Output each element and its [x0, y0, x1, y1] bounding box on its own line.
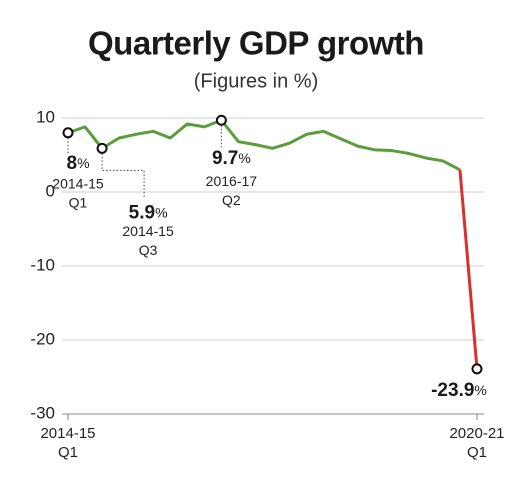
value-label: -23.9%	[431, 380, 487, 401]
value-label: 9.7%	[212, 148, 251, 169]
period-label: 2014-15	[52, 176, 104, 192]
y-tick-label: 0	[46, 181, 55, 200]
y-tick-label: -10	[30, 255, 55, 274]
drop-line	[458, 169, 479, 369]
leader	[101, 153, 145, 199]
y-tick-label: -20	[30, 329, 55, 348]
period-label: Q2	[222, 192, 241, 208]
point	[96, 142, 108, 154]
line	[67, 118, 461, 172]
chart-subtitle: (Figures in %)	[194, 70, 318, 92]
point	[62, 127, 74, 139]
value-label: 8%	[66, 153, 89, 174]
point	[471, 363, 483, 375]
period-label: Q3	[139, 242, 158, 258]
y-tick-label: -30	[30, 403, 55, 422]
period-label: 2014-15	[122, 223, 174, 239]
period-label: 2016-17	[206, 173, 258, 189]
value-label: 5.9%	[129, 202, 168, 223]
period-label: Q1	[69, 195, 88, 211]
x-tick-label: 2020-21 Q1	[449, 425, 504, 461]
x-tick-label: 2014-15 Q1	[40, 425, 95, 461]
y-tick-label: 10	[36, 107, 55, 126]
point	[215, 114, 227, 126]
chart-title: Quarterly GDP growth	[88, 25, 424, 62]
